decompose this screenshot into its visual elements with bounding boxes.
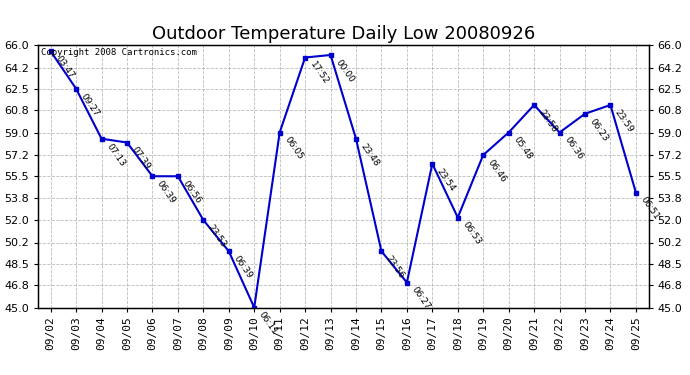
Text: 23:48: 23:48 [359, 141, 381, 168]
Text: 06:51: 06:51 [639, 195, 661, 222]
Text: 06:53: 06:53 [460, 220, 483, 247]
Text: 06:27: 06:27 [410, 285, 432, 312]
Text: 23:54: 23:54 [435, 166, 457, 193]
Text: 06:11: 06:11 [257, 310, 279, 337]
Text: 06:36: 06:36 [562, 135, 584, 162]
Text: 07:39: 07:39 [130, 145, 152, 172]
Text: 07:13: 07:13 [104, 141, 126, 168]
Text: 06:05: 06:05 [282, 135, 305, 162]
Text: 23:59: 23:59 [613, 108, 635, 134]
Text: 23:56: 23:56 [384, 254, 406, 280]
Text: 06:23: 06:23 [588, 117, 610, 143]
Text: 06:39: 06:39 [155, 179, 177, 206]
Text: 09:27: 09:27 [79, 92, 101, 118]
Text: 06:46: 06:46 [486, 158, 508, 184]
Text: 06:39: 06:39 [232, 254, 254, 280]
Text: 03:47: 03:47 [53, 54, 76, 80]
Text: 23:53: 23:53 [206, 223, 228, 249]
Text: 17:52: 17:52 [308, 60, 330, 87]
Text: 06:56: 06:56 [181, 179, 203, 206]
Text: 05:48: 05:48 [511, 135, 533, 162]
Title: Outdoor Temperature Daily Low 20080926: Outdoor Temperature Daily Low 20080926 [152, 26, 535, 44]
Text: 00:00: 00:00 [333, 58, 355, 84]
Text: 23:58: 23:58 [537, 108, 559, 134]
Text: Copyright 2008 Cartronics.com: Copyright 2008 Cartronics.com [41, 48, 197, 57]
